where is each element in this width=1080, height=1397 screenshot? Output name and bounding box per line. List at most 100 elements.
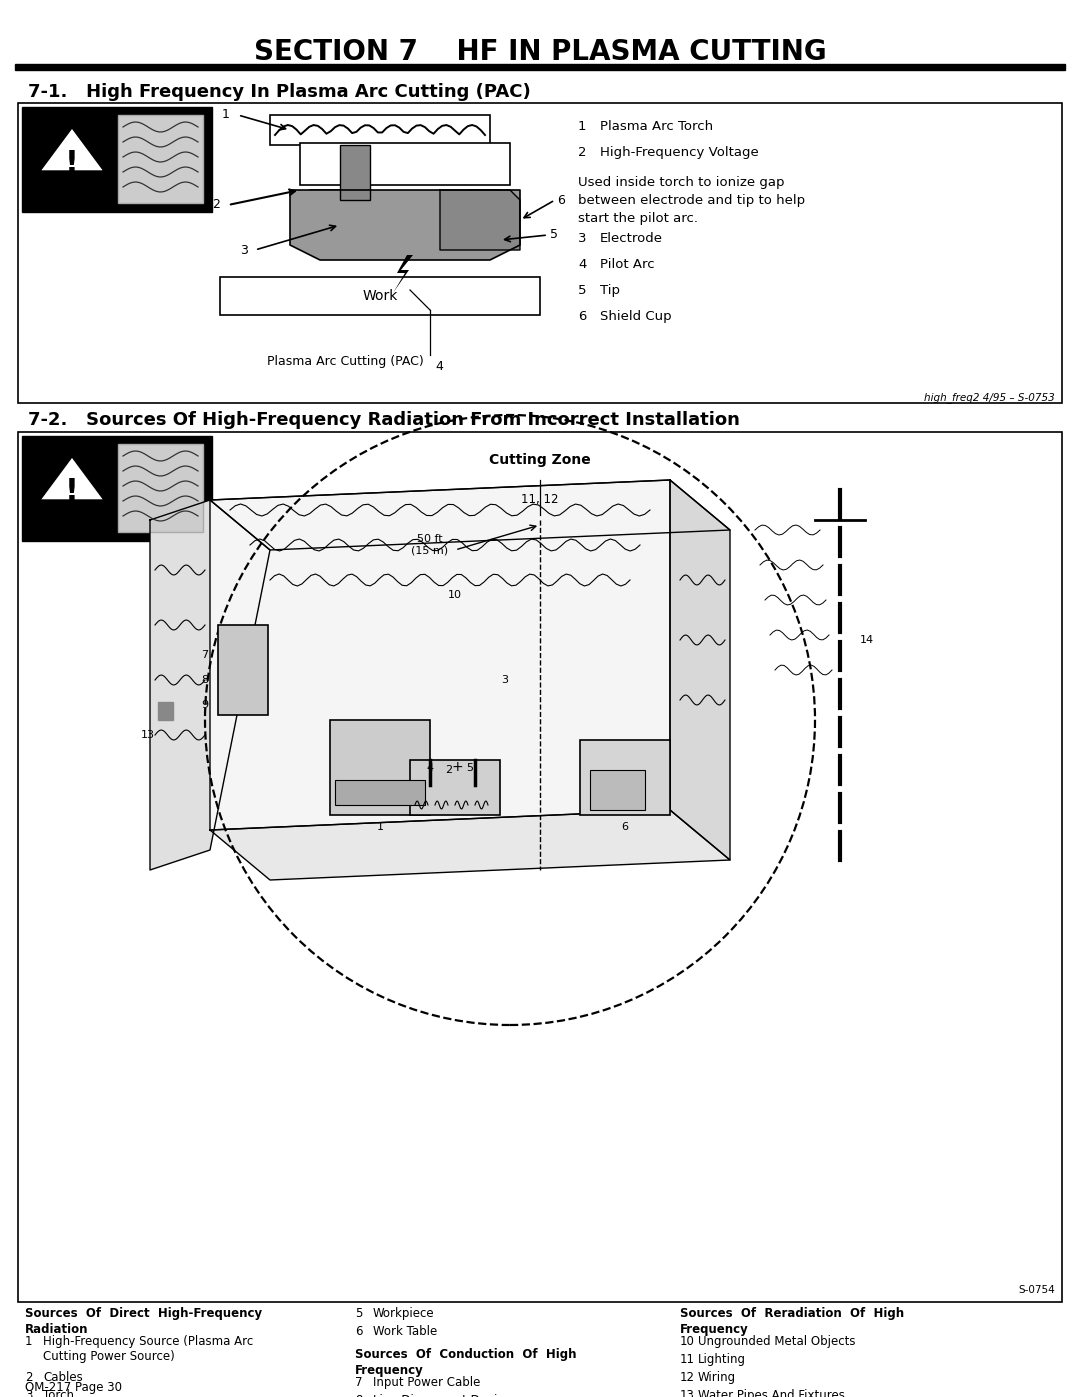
Text: 2: 2 [445, 766, 453, 775]
Text: 13: 13 [141, 731, 156, 740]
Text: 11, 12: 11, 12 [522, 493, 558, 507]
Text: 7: 7 [201, 650, 208, 659]
Text: 1: 1 [222, 109, 230, 122]
Text: 10: 10 [680, 1336, 694, 1348]
Text: 2: 2 [212, 198, 220, 211]
Polygon shape [393, 256, 413, 293]
Text: Ungrounded Metal Objects: Ungrounded Metal Objects [698, 1336, 855, 1348]
Text: 14: 14 [860, 636, 874, 645]
Text: 11: 11 [680, 1354, 696, 1366]
Text: 5: 5 [550, 229, 558, 242]
Bar [18, 103, 1062, 402]
Text: 1: 1 [377, 821, 383, 833]
Text: 6: 6 [621, 821, 629, 833]
Bar [470, 190, 500, 231]
Text: Input Power Cable: Input Power Cable [373, 1376, 481, 1389]
Text: Work: Work [362, 289, 397, 303]
Text: Electrode: Electrode [600, 232, 663, 244]
Bar [220, 277, 540, 314]
Text: Wiring: Wiring [698, 1370, 737, 1384]
Bar [15, 64, 1065, 70]
Text: 4: 4 [427, 763, 433, 773]
Bar [590, 770, 645, 810]
Text: Sources  Of  Conduction  Of  High
Frequency: Sources Of Conduction Of High Frequency [355, 1348, 577, 1377]
Text: 8: 8 [355, 1394, 363, 1397]
Bar [270, 115, 490, 145]
Text: Sources  Of  Reradiation  Of  High
Frequency: Sources Of Reradiation Of High Frequency [680, 1308, 904, 1336]
Text: Sources  Of  Direct  High-Frequency
Radiation: Sources Of Direct High-Frequency Radiati… [25, 1308, 262, 1336]
Text: 6: 6 [578, 310, 586, 323]
Text: !: ! [65, 148, 79, 177]
Text: 2: 2 [25, 1370, 32, 1384]
Polygon shape [440, 190, 519, 250]
Text: 3: 3 [501, 675, 509, 685]
Text: Cables: Cables [43, 1370, 83, 1384]
Text: high_freq2 4/95 – S-0753: high_freq2 4/95 – S-0753 [924, 393, 1055, 404]
Polygon shape [40, 127, 104, 170]
Polygon shape [210, 481, 730, 550]
Text: Workpiece: Workpiece [373, 1308, 434, 1320]
Bar [310, 190, 340, 231]
Bar [330, 719, 430, 814]
Text: Water Pipes And Fixtures: Water Pipes And Fixtures [698, 1389, 845, 1397]
Text: 9: 9 [201, 700, 208, 710]
Text: 3: 3 [578, 232, 586, 244]
Bar [340, 145, 370, 200]
Text: Tip: Tip [600, 284, 620, 298]
Bar [22, 108, 212, 212]
Text: 4: 4 [578, 258, 586, 271]
Text: 5: 5 [578, 284, 586, 298]
Text: Used inside torch to ionize gap
between electrode and tip to help
start the pilo: Used inside torch to ionize gap between … [578, 176, 805, 225]
Polygon shape [291, 190, 519, 260]
Text: 10: 10 [448, 590, 462, 599]
Text: 1: 1 [25, 1336, 32, 1348]
Text: SECTION 7    HF IN PLASMA CUTTING: SECTION 7 HF IN PLASMA CUTTING [254, 38, 826, 66]
Text: 50 ft
(15 m): 50 ft (15 m) [411, 534, 448, 556]
Text: Shield Cup: Shield Cup [600, 310, 672, 323]
Bar [335, 780, 426, 805]
Text: Plasma Arc Cutting (PAC): Plasma Arc Cutting (PAC) [267, 355, 423, 367]
Text: Line Disconnect Device: Line Disconnect Device [373, 1394, 511, 1397]
Text: High-Frequency Source (Plasma Arc
Cutting Power Source): High-Frequency Source (Plasma Arc Cuttin… [43, 1336, 253, 1363]
Text: S-0754: S-0754 [1018, 1285, 1055, 1295]
Text: Lighting: Lighting [698, 1354, 746, 1366]
Text: 6: 6 [557, 194, 565, 207]
Text: 8: 8 [201, 675, 208, 685]
Text: +: + [451, 760, 463, 774]
Text: 7: 7 [355, 1376, 363, 1389]
Text: OM-217 Page 30: OM-217 Page 30 [25, 1380, 122, 1393]
Bar [118, 444, 203, 532]
Text: Torch: Torch [43, 1389, 75, 1397]
Polygon shape [210, 810, 730, 880]
Text: 2: 2 [578, 147, 586, 159]
Text: 5: 5 [355, 1308, 363, 1320]
Text: 4: 4 [435, 360, 443, 373]
Text: 3: 3 [240, 243, 248, 257]
Bar [22, 436, 212, 541]
Bar [158, 703, 173, 719]
Text: Plasma Arc Torch: Plasma Arc Torch [600, 120, 713, 133]
Text: Cutting Zone: Cutting Zone [489, 453, 591, 467]
Bar [410, 760, 500, 814]
Polygon shape [210, 481, 670, 830]
Bar [18, 432, 1062, 1302]
Polygon shape [150, 500, 270, 870]
Text: !: ! [65, 478, 79, 507]
Text: 12: 12 [680, 1370, 696, 1384]
Polygon shape [670, 481, 730, 861]
Text: 6: 6 [355, 1324, 363, 1338]
Text: 13: 13 [680, 1389, 694, 1397]
Polygon shape [40, 457, 104, 500]
Text: 1: 1 [578, 120, 586, 133]
Text: High-Frequency Voltage: High-Frequency Voltage [600, 147, 759, 159]
Text: Work Table: Work Table [373, 1324, 437, 1338]
Bar [218, 624, 268, 715]
Text: Pilot Arc: Pilot Arc [600, 258, 654, 271]
Text: 7-2.   Sources Of High-Frequency Radiation From Incorrect Installation: 7-2. Sources Of High-Frequency Radiation… [28, 411, 740, 429]
Bar [118, 115, 203, 203]
Text: 7-1.   High Frequency In Plasma Arc Cutting (PAC): 7-1. High Frequency In Plasma Arc Cuttin… [28, 82, 530, 101]
Text: 5: 5 [467, 763, 473, 773]
Text: 3: 3 [25, 1389, 32, 1397]
Bar [580, 740, 670, 814]
Bar [300, 142, 510, 184]
